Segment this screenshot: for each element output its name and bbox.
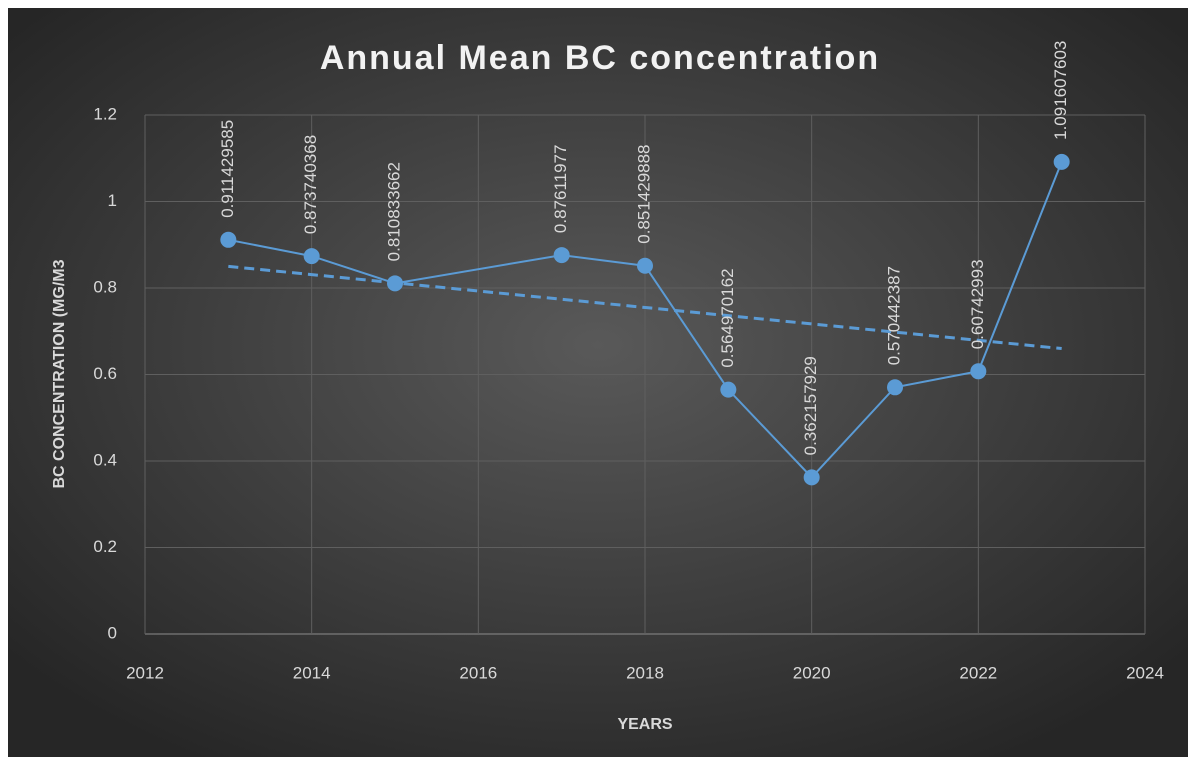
x-tick-label: 2018 xyxy=(626,663,664,682)
data-label: 0.911429585 xyxy=(218,120,237,218)
point xyxy=(553,247,570,264)
y-tick-label: 0.4 xyxy=(93,450,117,469)
x-axis-label: YEARS xyxy=(617,716,672,733)
y-tick-label: 0.8 xyxy=(93,277,117,296)
x-tick-label: 2012 xyxy=(126,663,164,682)
data-label: 0.87611977 xyxy=(551,145,570,234)
data-label: 1.091607603 xyxy=(1051,41,1070,140)
y-tick-label: 0.2 xyxy=(93,537,117,556)
point xyxy=(720,381,737,398)
y-axis-label: BC CONCENTRATION (MG/M3 xyxy=(51,259,68,488)
x-tick-label: 2024 xyxy=(1126,663,1164,682)
x-tick-label: 2016 xyxy=(459,663,497,682)
point xyxy=(1053,153,1070,170)
y-tick-label: 0.6 xyxy=(93,364,117,383)
point xyxy=(220,231,237,248)
x-tick-label: 2014 xyxy=(293,663,331,682)
x-tick-label: 2020 xyxy=(793,663,831,682)
trendline xyxy=(228,264,1062,351)
data-label: 0.570442387 xyxy=(884,266,903,365)
point xyxy=(387,275,403,292)
y-tick-label: 1 xyxy=(108,191,117,210)
point xyxy=(637,257,653,274)
point xyxy=(970,363,987,380)
point xyxy=(887,379,903,396)
data-label: 0.362157929 xyxy=(801,356,820,455)
point xyxy=(803,469,820,486)
y-tick-label: 0 xyxy=(108,623,117,642)
data-label: 0.810833662 xyxy=(384,162,403,261)
line xyxy=(228,161,1063,479)
y-tick-label: 1.2 xyxy=(93,104,117,123)
chart-title: Annual Mean BC concentration xyxy=(320,39,880,77)
chart-background xyxy=(8,8,1188,757)
data-label: 0.564970162 xyxy=(718,268,737,367)
data-label: 0.851429888 xyxy=(634,144,653,243)
data-label: 0.60742993 xyxy=(968,259,987,349)
x-tick-label: 2022 xyxy=(959,663,997,682)
data-label: 0.873740368 xyxy=(301,135,320,234)
point xyxy=(303,248,320,265)
